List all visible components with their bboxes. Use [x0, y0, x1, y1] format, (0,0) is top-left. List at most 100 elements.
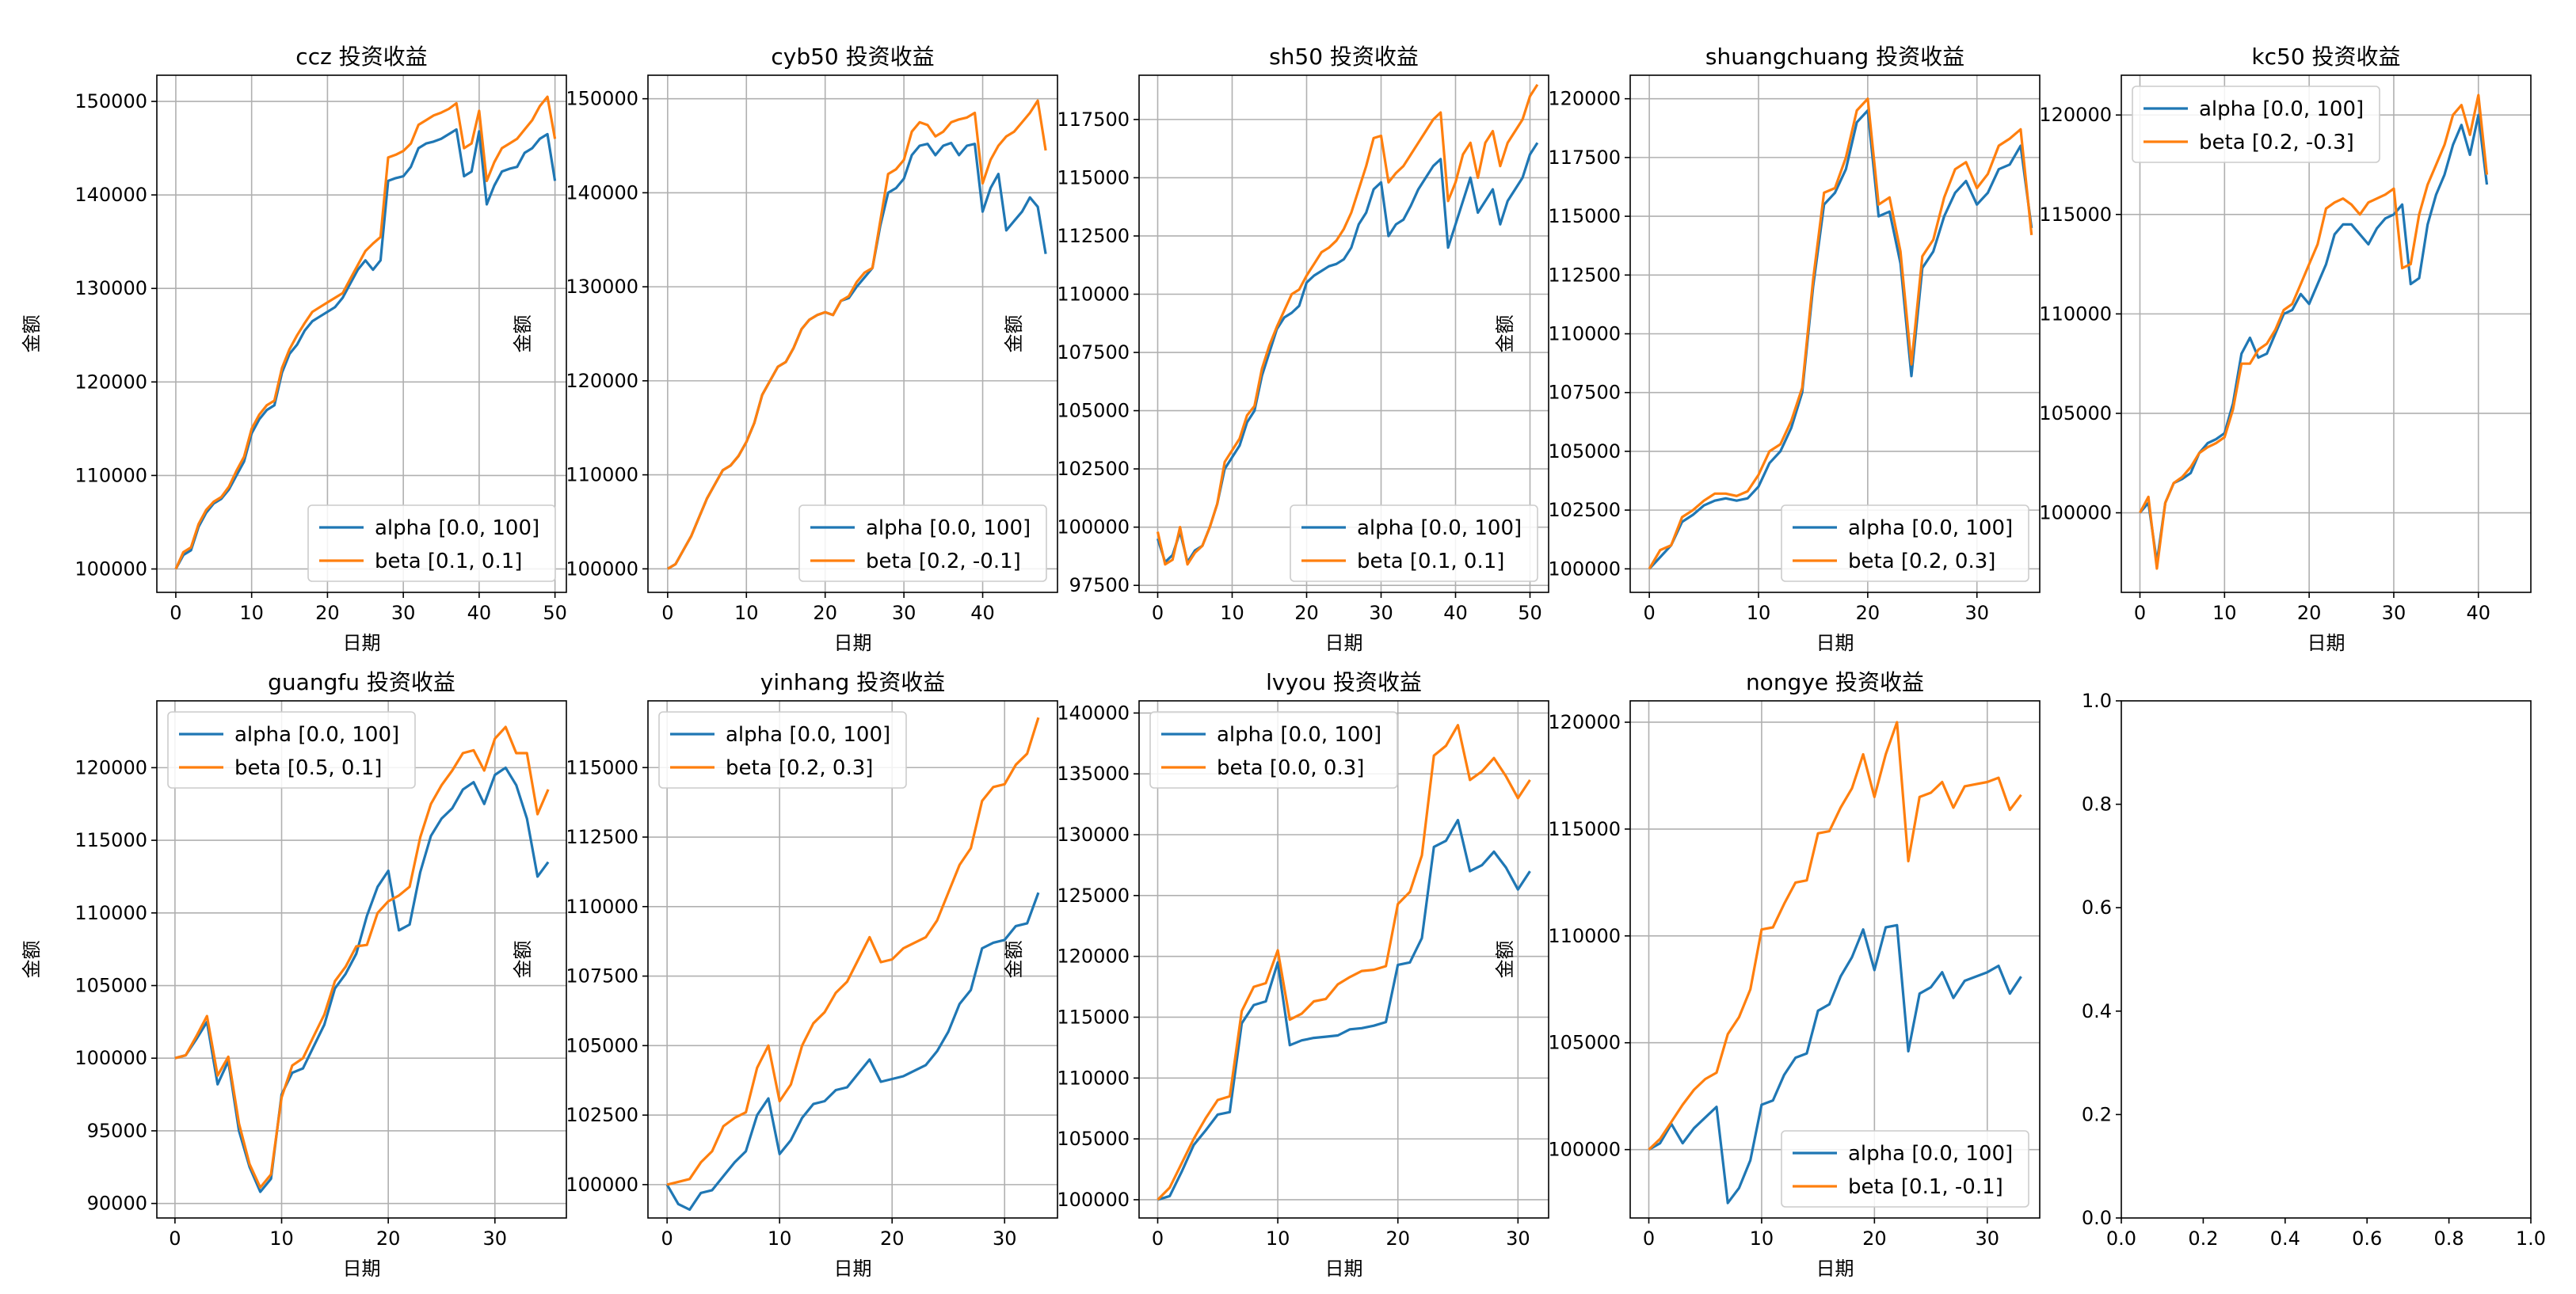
y-tick-label: 102500 — [566, 1104, 638, 1126]
y-tick-label: 120000 — [1057, 946, 1130, 968]
x-tick-label: 40 — [970, 602, 995, 624]
y-tick-label: 115000 — [1548, 818, 1621, 840]
y-tick-label: 115000 — [2039, 204, 2112, 226]
chart-title: cyb50 投资收益 — [771, 44, 934, 70]
y-tick-label: 115000 — [1548, 205, 1621, 227]
series-line-alpha — [665, 892, 1040, 1212]
y-tick-label: 110000 — [1548, 323, 1621, 345]
y-tick-label: 110000 — [1548, 925, 1621, 947]
x-tick-label: 50 — [543, 602, 567, 624]
legend: alpha [0.0, 100] beta [0.5, 0.1] — [167, 711, 416, 789]
series-line-alpha — [174, 766, 550, 1193]
y-axis-label: 金额 — [1003, 941, 1025, 979]
legend: alpha [0.0, 100] beta [0.1, -0.1] — [1781, 1130, 2029, 1208]
x-tick-label: 30 — [1964, 602, 1989, 624]
x-tick-label: 20 — [880, 1227, 905, 1250]
legend-box — [1781, 504, 2029, 582]
y-tick-label: 0.2 — [2082, 1103, 2112, 1125]
series-line-beta — [667, 99, 1047, 570]
chart-title: guangfu 投资收益 — [268, 669, 455, 695]
chart-panel-4: 0 10 20 30 100000 102500 105000 107500 110000 112… — [1494, 44, 2041, 654]
chart-title: kc50 投资收益 — [2251, 44, 2400, 70]
x-tick-label: 0 — [169, 1227, 181, 1250]
x-tick-label: 0 — [1152, 602, 1164, 624]
y-tick-label: 1.0 — [2082, 690, 2112, 712]
x-tick-label: 30 — [993, 1227, 1017, 1250]
axes-frame — [1629, 700, 2041, 1219]
y-tick-label: 100000 — [1548, 1139, 1621, 1161]
x-tick-label: 0 — [1643, 1227, 1655, 1250]
legend: alpha [0.0, 100] beta [0.2, 0.3] — [1781, 504, 2029, 582]
x-tick-label: 0.4 — [2270, 1227, 2300, 1250]
series-line-alpha — [2139, 113, 2489, 564]
y-tick-label: 120000 — [1548, 711, 1621, 733]
x-tick-label: 0 — [1643, 602, 1655, 624]
chart-panel-7: 0 10 20 30 100000 102500 105000 107500 110000 112… — [512, 669, 1058, 1280]
y-tick-label: 150000 — [74, 90, 147, 112]
x-tick-label: 0 — [661, 602, 673, 624]
y-tick-label: 112500 — [1057, 225, 1130, 247]
legend-label: beta [0.5, 0.1] — [234, 756, 382, 780]
y-tick-label: 0.0 — [2082, 1207, 2112, 1229]
y-tick-label: 115000 — [566, 756, 638, 778]
x-tick-label: 1.0 — [2516, 1227, 2546, 1250]
y-tick-label: 120000 — [74, 756, 147, 778]
legend-label: beta [0.1, 0.1] — [1357, 550, 1504, 573]
y-tick-label: 100000 — [74, 558, 147, 580]
legend-label: beta [0.2, 0.3] — [726, 756, 873, 780]
y-tick-label: 115000 — [74, 829, 147, 851]
series-line-beta — [1648, 97, 2033, 570]
chart-panel-5: 0 10 20 30 40 100000 105000 110000 115000 120000 k… — [2039, 44, 2532, 654]
y-tick-label: 107500 — [1548, 382, 1621, 404]
y-tick-label: 140000 — [566, 181, 638, 204]
y-tick-label: 105000 — [2039, 402, 2112, 424]
y-tick-label: 100000 — [2039, 502, 2112, 524]
y-tick-label: 110000 — [566, 896, 638, 918]
y-tick-label: 140000 — [1057, 702, 1130, 724]
y-axis-label: 金额 — [512, 941, 534, 979]
y-tick-label: 110000 — [74, 902, 147, 924]
legend-label: alpha [0.0, 100] — [2199, 97, 2364, 121]
x-tick-label: 20 — [813, 602, 837, 624]
axes-frame — [2121, 700, 2532, 1219]
y-tick-label: 110000 — [1057, 1067, 1130, 1089]
legend-label: alpha [0.0, 100] — [234, 723, 399, 747]
legend-label: beta [0.1, -0.1] — [1848, 1175, 2003, 1199]
x-tick-label: 0 — [2134, 602, 2146, 624]
legend-box — [2132, 86, 2380, 163]
x-tick-label: 10 — [1750, 1227, 1774, 1250]
x-tick-label: 20 — [1385, 1227, 1410, 1250]
y-tick-label: 102500 — [1548, 499, 1621, 521]
legend-label: alpha [0.0, 100] — [1357, 516, 1522, 540]
x-axis-label: 日期 — [2307, 632, 2345, 654]
x-tick-label: 0.2 — [2188, 1227, 2218, 1250]
y-tick-label: 95000 — [87, 1120, 147, 1142]
legend-label: beta [0.1, 0.1] — [375, 550, 522, 573]
series-line-beta — [174, 725, 550, 1189]
y-tick-label: 110000 — [1057, 283, 1130, 305]
chart-panel-9: 0 10 20 30 100000 105000 110000 115000 120000 non… — [1494, 669, 2041, 1280]
y-tick-label: 110000 — [74, 464, 147, 486]
axes-frame — [156, 700, 567, 1219]
chart-title: nongye 投资收益 — [1746, 669, 1924, 695]
legend-label: alpha [0.0, 100] — [1848, 1142, 2013, 1166]
x-axis-label: 日期 — [343, 632, 381, 654]
y-axis-label: 金额 — [1494, 315, 1516, 353]
series-line-beta — [174, 95, 557, 570]
y-tick-label: 107500 — [566, 965, 638, 988]
x-tick-label: 40 — [467, 602, 492, 624]
y-tick-label: 130000 — [74, 277, 147, 299]
y-tick-label: 0.4 — [2082, 1000, 2112, 1022]
series-line-beta — [1157, 724, 1531, 1201]
y-axis-label: 金额 — [512, 315, 534, 353]
x-tick-label: 20 — [1862, 1227, 1887, 1250]
y-tick-label: 100000 — [566, 558, 638, 580]
legend: alpha [0.0, 100] beta [0.2, -0.3] — [2132, 86, 2380, 163]
y-tick-label: 112500 — [1548, 264, 1621, 286]
y-tick-label: 105000 — [1548, 440, 1621, 462]
legend-box — [1149, 711, 1398, 789]
x-tick-label: 10 — [1747, 602, 1771, 624]
x-tick-label: 20 — [1856, 602, 1881, 624]
x-axis-label: 日期 — [343, 1258, 381, 1280]
legend: alpha [0.0, 100] beta [0.0, 0.3] — [1149, 711, 1398, 789]
